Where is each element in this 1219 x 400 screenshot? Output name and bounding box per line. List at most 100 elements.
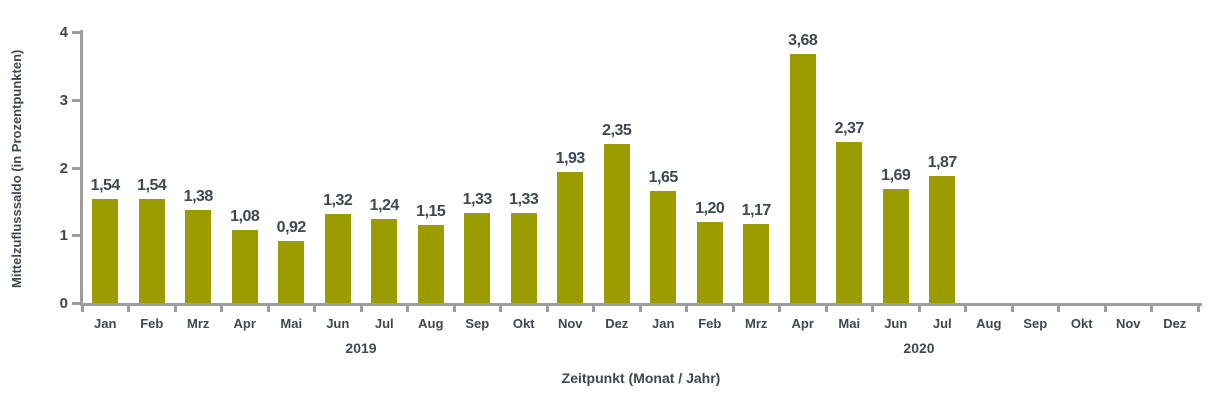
x-tick xyxy=(359,303,363,312)
bar-value-label: 1,20 xyxy=(695,199,725,217)
y-tick xyxy=(72,31,81,34)
month-label: Okt xyxy=(512,316,535,331)
y-axis-line xyxy=(80,30,83,306)
bar xyxy=(696,221,723,303)
bar xyxy=(882,188,909,303)
bar xyxy=(929,176,956,303)
y-tick xyxy=(72,302,81,305)
y-tick-label: 0 xyxy=(59,295,68,312)
x-tick xyxy=(80,303,84,312)
x-tick xyxy=(406,303,409,312)
bar-value-label: 1,08 xyxy=(230,207,260,225)
y-tick xyxy=(72,234,81,238)
bar-value-label: 0,92 xyxy=(276,218,307,236)
month-label: Jun xyxy=(326,316,350,331)
x-tick xyxy=(778,303,781,312)
month-label: Feb xyxy=(698,316,722,331)
bar xyxy=(138,198,165,303)
bar-value-label: 2,35 xyxy=(602,121,632,139)
x-tick xyxy=(173,303,177,312)
x-tick xyxy=(127,303,130,312)
bar xyxy=(603,143,630,303)
x-tick xyxy=(499,303,502,312)
bar xyxy=(836,142,863,303)
month-label: Jan xyxy=(94,316,117,331)
x-tick xyxy=(638,303,642,312)
bar xyxy=(371,218,398,303)
y-tick-label: 3 xyxy=(59,91,68,109)
bar-value-label: 1,54 xyxy=(137,176,167,194)
x-tick xyxy=(313,303,316,312)
y-tick-label: 2 xyxy=(59,159,68,177)
month-label: Dez xyxy=(605,316,629,331)
month-label: Mai xyxy=(838,316,861,331)
x-tick xyxy=(220,303,223,312)
bar xyxy=(231,229,258,303)
bar-value-label: 1,24 xyxy=(369,196,400,214)
x-tick xyxy=(871,303,874,312)
bar xyxy=(743,223,770,303)
bar-value-label: 1,87 xyxy=(927,154,958,172)
x-tick xyxy=(1010,303,1014,312)
x-tick xyxy=(917,303,921,312)
bar-value-label: 1,33 xyxy=(462,190,493,208)
x-tick xyxy=(1150,303,1153,312)
bar-value-label: 1,38 xyxy=(183,187,214,205)
bar xyxy=(185,209,212,303)
bar-value-label: 3,68 xyxy=(788,31,818,49)
bar xyxy=(417,225,444,303)
x-tick xyxy=(1103,303,1107,312)
bar-value-label: 1,15 xyxy=(416,203,446,221)
month-label: Jun xyxy=(884,316,908,331)
bar xyxy=(789,53,816,303)
bar xyxy=(324,213,351,303)
x-tick xyxy=(452,303,456,312)
month-label: Mrz xyxy=(745,316,768,331)
year-label-2019: 2019 xyxy=(345,340,377,356)
x-tick xyxy=(545,303,549,312)
year-label-2020: 2020 xyxy=(903,340,935,356)
month-label: Mai xyxy=(280,316,303,331)
month-label: Apr xyxy=(791,316,814,331)
month-label: Aug xyxy=(976,316,1002,331)
bar xyxy=(650,191,677,303)
month-label: Jul xyxy=(932,316,952,331)
month-label: Nov xyxy=(557,316,583,331)
month-label: Sep xyxy=(1023,316,1048,331)
month-label: Jul xyxy=(374,316,394,331)
bar xyxy=(510,212,537,303)
y-tick-label: 1 xyxy=(59,227,68,245)
x-tick xyxy=(592,303,595,312)
month-label: Nov xyxy=(1115,316,1141,331)
bar-value-label: 2,37 xyxy=(834,120,865,138)
month-label: Okt xyxy=(1070,316,1093,331)
month-label: Feb xyxy=(140,316,164,331)
x-tick xyxy=(964,303,967,312)
y-tick xyxy=(72,166,81,170)
bar-value-label: 1,93 xyxy=(555,150,586,168)
x-tick xyxy=(1057,303,1060,312)
bar-value-label: 1,69 xyxy=(881,166,911,184)
bar-value-label: 1,33 xyxy=(509,190,539,208)
x-tick xyxy=(824,303,828,312)
bar xyxy=(557,172,584,303)
bar xyxy=(92,198,119,303)
x-tick xyxy=(685,303,688,312)
month-label: Dez xyxy=(1163,316,1187,331)
y-tick-label: 4 xyxy=(59,24,68,41)
x-tick xyxy=(1196,303,1200,312)
bar xyxy=(464,212,491,303)
y-tick xyxy=(72,98,81,102)
bar-value-label: 1,17 xyxy=(741,201,772,219)
x-tick xyxy=(266,303,270,312)
month-label: Aug xyxy=(418,316,444,331)
month-label: Apr xyxy=(233,316,256,331)
month-label: Mrz xyxy=(187,316,210,331)
month-label: Jan xyxy=(652,316,675,331)
bar-value-label: 1,65 xyxy=(648,169,679,187)
month-label: Sep xyxy=(465,316,490,331)
y-axis-title: Mittelzuflusssaldo (in Prozentpunkten) xyxy=(9,49,24,289)
x-axis-title: Zeitpunkt (Monat / Jahr) xyxy=(561,370,721,386)
x-tick xyxy=(731,303,735,312)
